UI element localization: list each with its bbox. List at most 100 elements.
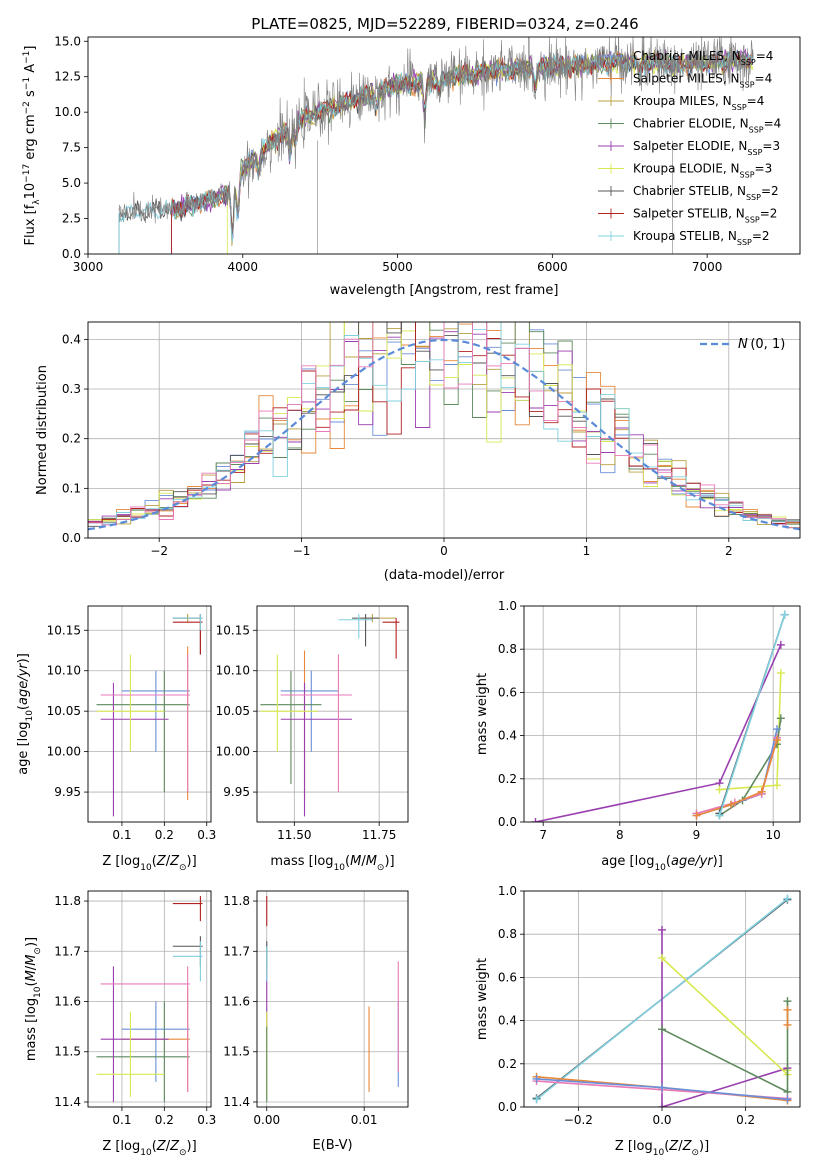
- label-part: age/yr: [16, 662, 31, 705]
- legend-label: Chabrier STELIB, NSSP=2: [633, 184, 779, 202]
- legend-label-base: Kroupa STELIB, N: [633, 229, 737, 243]
- y-tick-label: 11.6: [54, 995, 81, 1009]
- weight-line: [696, 739, 778, 817]
- label-part: M: [366, 854, 377, 869]
- legend-label: Kroupa ELODIE, NSSP=3: [633, 162, 772, 180]
- y-tick-label: 9.95: [223, 785, 250, 799]
- y-tick-label: 0.8: [498, 927, 517, 941]
- y-tick-label: 7.5: [62, 141, 81, 155]
- y-axis-label: mass [log10(M/M⊙)]: [24, 937, 43, 1061]
- y-tick-label: 10.15: [216, 623, 250, 637]
- label-part: 10: [140, 1148, 152, 1158]
- y-tick-label: 11.4: [54, 1095, 81, 1109]
- y-tick-label: 11.7: [54, 944, 81, 958]
- label-part: Z: [156, 854, 167, 869]
- legend-label: Kroupa MILES, NSSP=4: [633, 94, 764, 112]
- label-part: erg cm: [23, 114, 38, 163]
- label-part: mass [log: [270, 854, 333, 869]
- axes-frame: [256, 605, 409, 823]
- label-part: M: [24, 970, 39, 981]
- y-tick-label: 11.8: [223, 894, 250, 908]
- axes-frame: [87, 605, 212, 823]
- plot-area-spectrum: [118, 37, 754, 254]
- y-tick-label: 10.05: [216, 704, 250, 718]
- x-axis-label: Z [log10(Z/Z⊙)]: [615, 1139, 709, 1158]
- legend-args: (0, 1): [748, 337, 786, 352]
- label-part: )]: [699, 1139, 709, 1154]
- label-part: /: [166, 854, 171, 869]
- x-axis-label: age [log10(age/yr)]: [601, 854, 723, 873]
- label-part: A: [23, 64, 38, 77]
- label-part: ⊙: [377, 863, 385, 873]
- y-tick-label: 12.5: [54, 70, 81, 84]
- x-tick-label: 11.50: [277, 828, 311, 842]
- label-part: mass [log: [24, 998, 39, 1061]
- label-part: Z [log: [102, 1139, 140, 1154]
- y-tick-label: 0.2: [498, 772, 517, 786]
- legend-label: Chabrier ELODIE, NSSP=4: [633, 117, 781, 135]
- label-part: )]: [187, 1139, 197, 1154]
- label-part: )]: [24, 937, 39, 947]
- x-tick-label: 0.1: [112, 828, 131, 842]
- y-tick-label: 9.95: [54, 785, 81, 799]
- label-part: Z [log: [102, 854, 140, 869]
- axes-frame: [523, 605, 801, 823]
- label-part: (: [152, 1139, 157, 1154]
- weight-line: [661, 929, 788, 1107]
- legend-label-base: Chabrier STELIB, N: [633, 184, 746, 198]
- observed-spectrum: [118, 37, 754, 233]
- y-tick-label: 11.7: [223, 944, 250, 958]
- label-part: −17: [22, 164, 32, 183]
- y-tick-label: 1.0: [498, 884, 517, 898]
- y-tick-label: 2.5: [62, 212, 81, 226]
- legend-label-sub: SSP: [749, 125, 764, 134]
- plot-area-age_vs_Z: [96, 614, 203, 817]
- legend-label-base: Chabrier MILES, N: [633, 49, 741, 63]
- weight-line: [718, 614, 786, 816]
- label-part: s: [23, 90, 38, 101]
- axes-frame: [87, 321, 801, 539]
- x-tick-label: 0.0: [652, 1113, 671, 1127]
- x-tick-label: 0.00: [253, 1113, 280, 1127]
- x-tick-label: −2: [150, 544, 168, 558]
- y-tick-label: 10.10: [216, 664, 250, 678]
- histogram-kroupa-miles: [88, 322, 800, 528]
- grid-mass_vs_ebv: [257, 891, 408, 1107]
- x-axis-label: mass [log10(M/M⊙)]: [270, 854, 394, 873]
- legend-label-base: Chabrier ELODIE, N: [633, 117, 749, 131]
- legend-label-tail: =2: [760, 207, 778, 221]
- x-tick-label: 0.3: [197, 828, 216, 842]
- label-part: 10: [654, 863, 666, 873]
- legend-label-base: Kroupa MILES, N: [633, 94, 732, 108]
- legend-symbol: N: [738, 337, 748, 352]
- label-part: −1: [22, 77, 32, 90]
- plot-area-residuals: [88, 322, 800, 531]
- label-part: Z: [156, 1139, 167, 1154]
- label-part: ⊙: [33, 947, 43, 955]
- label-part: /: [678, 1139, 683, 1154]
- label-part: 10: [33, 986, 43, 998]
- plot-area-weight_vs_age: [531, 610, 789, 822]
- label-part: /: [166, 1139, 171, 1154]
- legend-label-sub: SSP: [740, 80, 755, 89]
- label-part: 10: [653, 1148, 665, 1158]
- plot-area-weight_vs_Z: [532, 894, 792, 1107]
- legend-label: Kroupa STELIB, NSSP=2: [633, 229, 770, 247]
- axes-weight_vs_Z: −0.2 0.0 0.20.00.20.40.60.81.0Z [log10(Z/Z…: [475, 884, 801, 1158]
- label-part: Z: [169, 1139, 180, 1154]
- y-tick-label: 0.2: [62, 432, 81, 446]
- histogram-salpeter-stelib: [88, 322, 800, 524]
- legend-label: Salpeter ELODIE, NSSP=3: [633, 139, 780, 157]
- y-tick-label: 0.4: [62, 332, 81, 346]
- y-tick-label: 11.5: [54, 1045, 81, 1059]
- x-axis-label: Z [log10(Z/Z⊙)]: [102, 854, 196, 873]
- y-tick-label: 10.00: [216, 745, 250, 759]
- plot-layer: 3000 4000 5000 6000 70000.02.55.07.510.012.5…: [16, 34, 801, 1158]
- x-tick-label: 0.2: [736, 1113, 755, 1127]
- y-tick-label: 0.4: [498, 1014, 517, 1028]
- x-tick-label: 0: [440, 544, 448, 558]
- y-tick-label: 0.0: [498, 815, 517, 829]
